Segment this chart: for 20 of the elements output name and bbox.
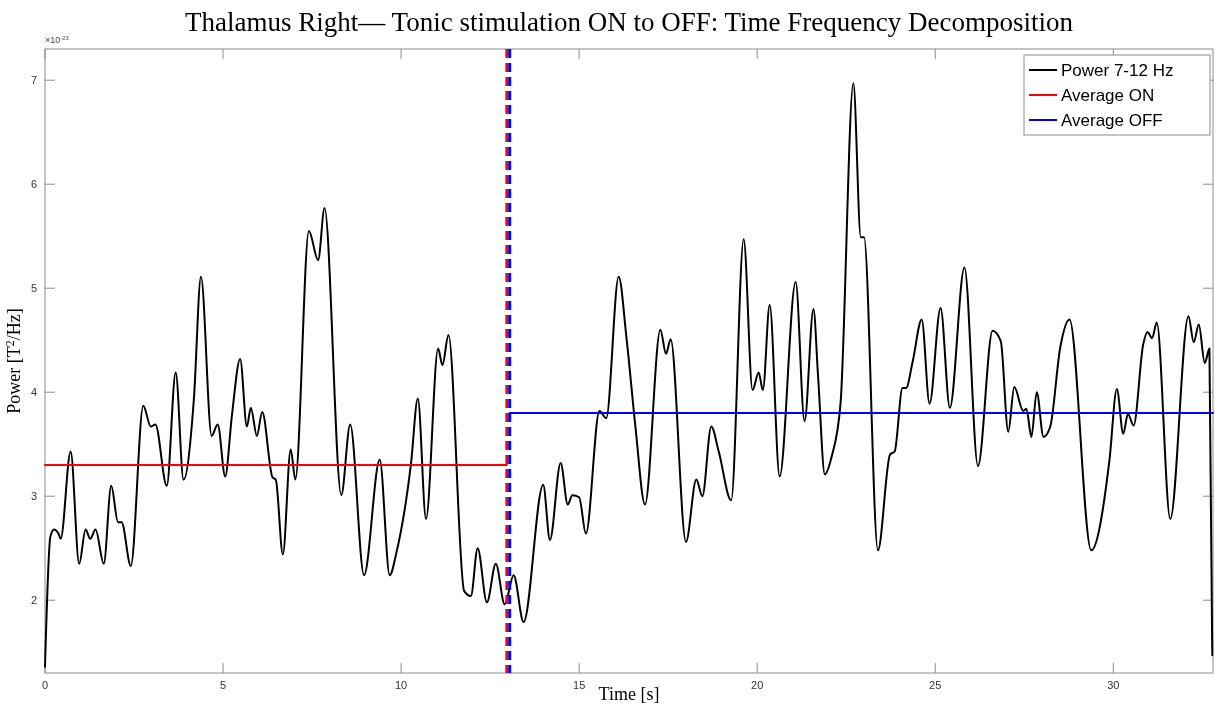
y-tick-label: 3 <box>30 490 37 503</box>
x-tick-label: 25 <box>929 679 942 691</box>
y-tick-label: 2 <box>30 594 37 607</box>
y-tick-label: 4 <box>30 386 37 399</box>
x-axis-title: Time [s] <box>598 684 660 704</box>
x-tick-label: 20 <box>751 679 764 691</box>
x-tick-label: 10 <box>394 679 408 691</box>
x-tick-label: 5 <box>219 679 227 691</box>
chart-title: Thalamus Right— Tonic stimulation ON to OFF: Time Frequency Decomposition <box>185 7 1074 37</box>
y-tick-label: 6 <box>30 178 37 191</box>
legend-label: Power 7-12 Hz <box>1061 61 1174 80</box>
text: ×10$^{-23}$ <box>45 35 69 45</box>
legend-label: Average OFF <box>1061 111 1163 130</box>
y-tick-label: 5 <box>30 282 37 295</box>
y-tick-label: 7 <box>30 74 37 87</box>
x-tick-label: 30 <box>1107 679 1120 691</box>
x-tick-label: 0 <box>41 679 49 691</box>
line-series <box>44 82 1214 668</box>
x-tick-label: 15 <box>573 679 586 691</box>
legend-label: Average ON <box>1061 86 1155 105</box>
